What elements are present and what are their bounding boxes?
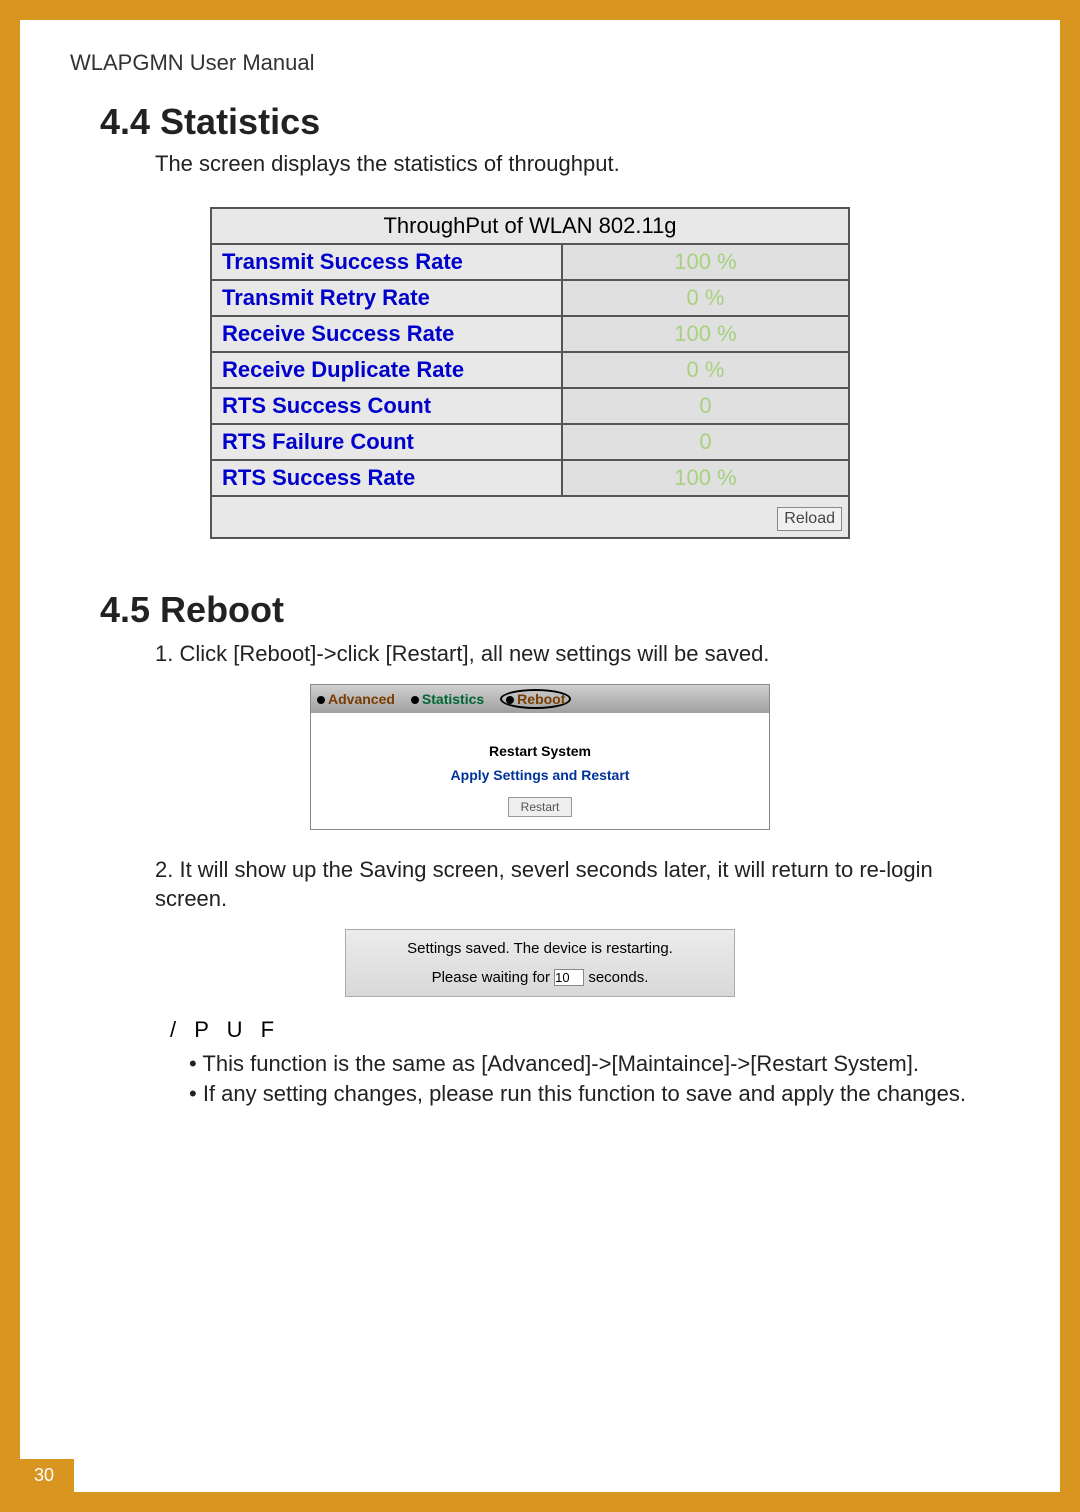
- stat-label: Receive Success Rate: [211, 316, 562, 352]
- stat-label: RTS Success Rate: [211, 460, 562, 496]
- tab-advanced[interactable]: Advanced: [317, 691, 395, 707]
- table-title: ThroughPut of WLAN 802.11g: [211, 208, 849, 244]
- stat-label: Transmit Retry Rate: [211, 280, 562, 316]
- manual-page: WLAPGMN User Manual 4.4 Statistics The s…: [20, 20, 1060, 1492]
- countdown-line: Please waiting for seconds.: [354, 969, 726, 986]
- panel-body: Restart System Apply Settings and Restar…: [311, 713, 769, 829]
- note-bullet-2: • If any setting changes, please run thi…: [165, 1079, 980, 1109]
- section-4-4-intro: The screen displays the statistics of th…: [155, 151, 1010, 177]
- page-header: WLAPGMN User Manual: [70, 50, 1010, 76]
- stat-value: 0: [562, 424, 849, 460]
- table-row: RTS Success Count0: [211, 388, 849, 424]
- tab-bar: Advanced Statistics Reboot: [311, 685, 769, 713]
- reload-button[interactable]: Reload: [777, 507, 842, 531]
- table-row: Receive Duplicate Rate0 %: [211, 352, 849, 388]
- reboot-screenshot-2: Settings saved. The device is restarting…: [345, 929, 735, 997]
- stat-value: 100 %: [562, 244, 849, 280]
- restart-system-label: Restart System: [321, 743, 759, 759]
- section-4-5-heading: 4.5 Reboot: [100, 589, 1010, 631]
- stat-value: 100 %: [562, 316, 849, 352]
- section-4-4-heading: 4.4 Statistics: [100, 101, 1010, 143]
- restart-button[interactable]: Restart: [508, 797, 573, 817]
- table-row: RTS Success Rate100 %: [211, 460, 849, 496]
- stat-label: Transmit Success Rate: [211, 244, 562, 280]
- reload-row: Reload: [211, 496, 849, 538]
- wait-suffix: seconds.: [588, 969, 648, 986]
- stat-label: Receive Duplicate Rate: [211, 352, 562, 388]
- note-bullet-1: • This function is the same as [Advanced…: [165, 1049, 980, 1079]
- stat-value: 100 %: [562, 460, 849, 496]
- stat-label: RTS Failure Count: [211, 424, 562, 460]
- puf-text: / P U F: [170, 1017, 1010, 1043]
- throughput-table: ThroughPut of WLAN 802.11g Transmit Succ…: [210, 207, 850, 539]
- table-row: Receive Success Rate100 %: [211, 316, 849, 352]
- table-row: Transmit Retry Rate0 %: [211, 280, 849, 316]
- reboot-screenshot-1: Advanced Statistics Reboot Restart Syste…: [310, 684, 770, 830]
- step-2-span: 2. It will show up the Saving screen, se…: [155, 857, 933, 912]
- countdown-input[interactable]: [554, 969, 584, 986]
- stats-table-container: ThroughPut of WLAN 802.11g Transmit Succ…: [210, 207, 1010, 539]
- step-2-text: 2. It will show up the Saving screen, se…: [155, 855, 980, 914]
- tab-statistics[interactable]: Statistics: [411, 691, 484, 707]
- stat-label: RTS Success Count: [211, 388, 562, 424]
- stat-value: 0 %: [562, 280, 849, 316]
- apply-settings-label: Apply Settings and Restart: [321, 767, 759, 783]
- saving-message: Settings saved. The device is restarting…: [354, 940, 726, 957]
- page-number: 30: [20, 1459, 74, 1492]
- step-1-text: 1. Click [Reboot]->click [Restart], all …: [155, 639, 980, 669]
- table-row: RTS Failure Count0: [211, 424, 849, 460]
- wait-prefix: Please waiting for: [432, 969, 550, 986]
- table-row: Transmit Success Rate100 %: [211, 244, 849, 280]
- stat-value: 0: [562, 388, 849, 424]
- tab-reboot[interactable]: Reboot: [500, 689, 571, 709]
- stat-value: 0 %: [562, 352, 849, 388]
